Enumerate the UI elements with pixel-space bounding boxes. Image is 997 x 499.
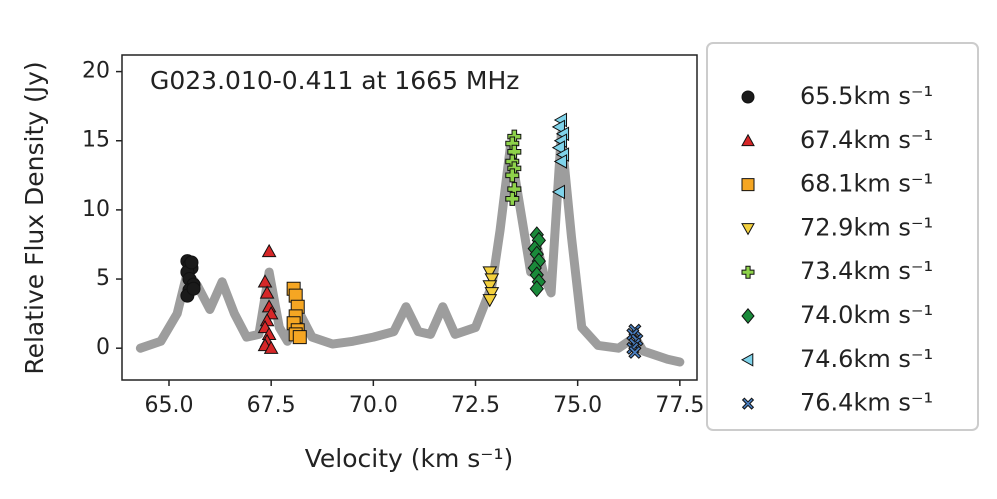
data-point <box>507 144 522 159</box>
legend-label: 73.4km s⁻¹ <box>800 257 933 285</box>
legend-marker <box>741 133 755 147</box>
legend-marker <box>741 178 755 192</box>
x-tick-label: 75.0 <box>553 393 602 418</box>
data-point <box>261 243 277 258</box>
data-point <box>484 287 500 301</box>
y-tick-label: 15 <box>82 128 110 153</box>
y-tick-label: 5 <box>96 266 110 291</box>
x-tick-label: 65.0 <box>145 393 194 418</box>
x-tick-label: 77.5 <box>655 393 704 418</box>
legend-marker <box>741 90 755 104</box>
data-point <box>482 266 498 280</box>
legend-marker <box>740 352 754 367</box>
y-tick-label: 20 <box>82 59 110 84</box>
legend-marker <box>741 265 755 279</box>
data-point <box>529 280 544 298</box>
x-axis-label: Velocity (km s⁻¹) <box>305 444 514 473</box>
data-point <box>482 294 498 308</box>
y-tick-label: 10 <box>82 197 110 222</box>
data-point <box>628 345 642 359</box>
legend-label: 76.4km s⁻¹ <box>800 389 933 417</box>
data-point <box>507 182 522 197</box>
data-point <box>551 140 565 156</box>
data-point <box>186 281 201 296</box>
legend-label: 74.6km s⁻¹ <box>800 345 933 373</box>
legend-box <box>706 42 979 431</box>
legend-marker <box>741 308 755 324</box>
legend-label: 68.1km s⁻¹ <box>800 170 933 198</box>
data-point <box>551 119 565 135</box>
data-point <box>184 255 199 270</box>
legend-marker <box>741 223 755 236</box>
data-point <box>263 340 279 354</box>
chart-title: G023.010-0.411 at 1665 MHz <box>150 66 519 95</box>
legend-label: 65.5km s⁻¹ <box>800 82 933 110</box>
legend-label: 72.9km s⁻¹ <box>800 213 933 241</box>
data-point <box>257 274 273 288</box>
y-axis-label: Relative Flux Density (Jy) <box>20 61 49 374</box>
legend-marker <box>741 397 755 410</box>
data-point <box>551 184 565 200</box>
plot-area <box>121 54 698 381</box>
x-tick-label: 70.0 <box>349 393 398 418</box>
data-point <box>484 273 500 287</box>
x-tick-label: 67.5 <box>247 393 296 418</box>
data-point <box>292 330 307 345</box>
data-point <box>505 191 520 206</box>
data-point <box>553 154 568 169</box>
data-point <box>482 280 498 294</box>
legend-label: 74.0km s⁻¹ <box>800 301 933 329</box>
spectrum-line <box>135 129 685 367</box>
data-point <box>259 285 275 299</box>
y-tick-label: 0 <box>96 335 110 360</box>
data-point <box>505 168 520 183</box>
x-tick-label: 72.5 <box>451 393 500 418</box>
legend-label: 67.4km s⁻¹ <box>800 126 933 154</box>
